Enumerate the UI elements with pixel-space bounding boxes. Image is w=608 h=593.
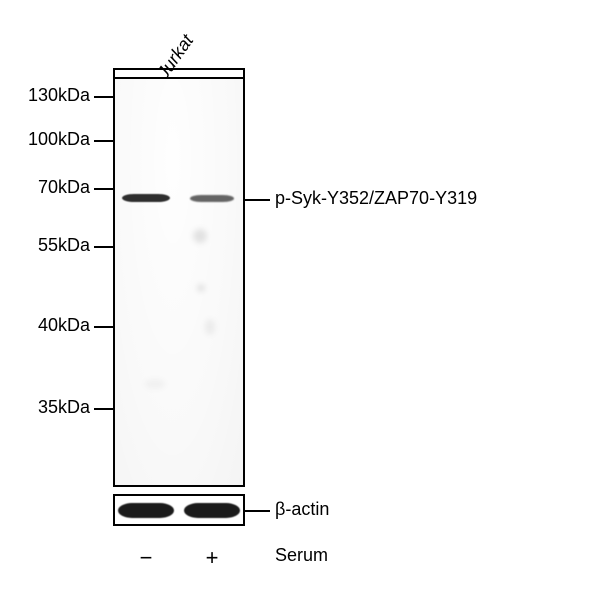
band: [184, 503, 240, 518]
target-label: p-Syk-Y352/ZAP70-Y319: [275, 188, 477, 209]
mw-label: 35kDa: [38, 397, 90, 418]
treatment-symbol: −: [131, 545, 161, 571]
mw-label: 100kDa: [28, 129, 90, 150]
mw-label: 40kDa: [38, 315, 90, 336]
main-blot: [113, 77, 245, 487]
mw-label: 130kDa: [28, 85, 90, 106]
target-label: β-actin: [275, 499, 329, 520]
treatment-symbol: +: [197, 545, 227, 571]
treatment-title: Serum: [275, 545, 328, 566]
mw-label: 55kDa: [38, 235, 90, 256]
band: [122, 194, 170, 202]
band: [190, 195, 234, 202]
lane-label-jurkat: Jurkat: [153, 31, 198, 83]
band: [118, 503, 174, 518]
mw-label: 70kDa: [38, 177, 90, 198]
